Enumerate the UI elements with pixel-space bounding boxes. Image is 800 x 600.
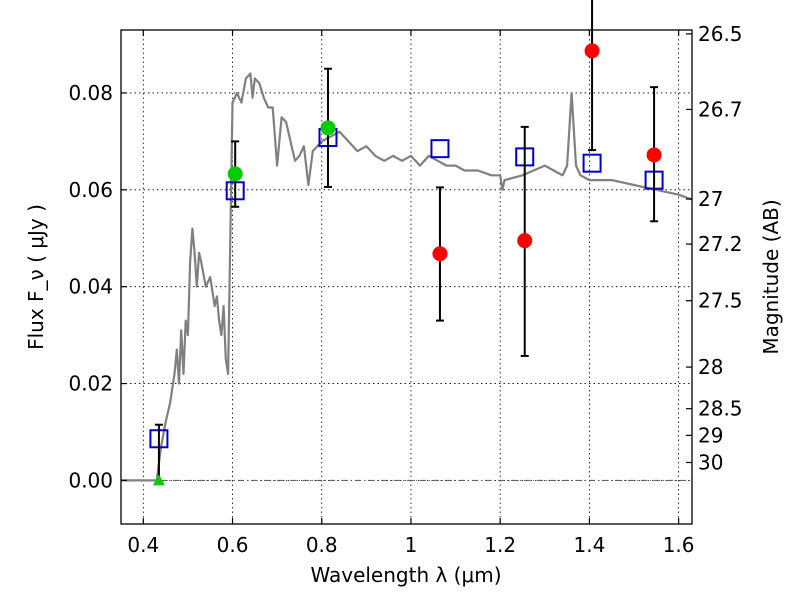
x-axis-label: Wavelength λ (μm): [310, 563, 501, 587]
spectrum-line: [121, 72, 692, 482]
y2-tick-label: 27.2: [698, 232, 743, 256]
y-tick-label: 0.08: [68, 81, 113, 105]
y2-tick-label: 30: [698, 450, 723, 474]
measured-point: [646, 147, 662, 163]
x-tick-label: 0.8: [306, 533, 338, 557]
x-tick-label: 0.6: [217, 533, 249, 557]
y2-tick-label: 29: [698, 423, 723, 447]
x-tick-label: 0.4: [127, 533, 159, 557]
y2-tick-label: 27.5: [698, 289, 743, 313]
measured-point: [227, 166, 243, 182]
y-axis-label: Flux F_ν ( μJy ): [24, 204, 48, 350]
x-tick-label: 1.2: [484, 533, 516, 557]
y2-tick-label: 28: [698, 355, 723, 379]
measured-point: [584, 43, 600, 59]
y2-tick-label: 28.5: [698, 397, 743, 421]
measured-point: [320, 120, 336, 136]
data-markers: [149, 0, 664, 486]
x-tick-label: 1.4: [573, 533, 605, 557]
y-tick-label: 0.02: [68, 372, 113, 396]
upper-limit-triangle: [152, 474, 165, 486]
grid: [121, 30, 692, 524]
plot-frame: [120, 29, 693, 525]
y2-tick-label: 26.7: [698, 97, 743, 121]
model-spectrum: [121, 72, 692, 482]
x-tick-label: 1: [405, 533, 418, 557]
x-tick-label: 1.6: [663, 533, 695, 557]
y-tick-label: 0.06: [68, 178, 113, 202]
model-band-square: [582, 153, 602, 173]
measured-point: [517, 233, 533, 249]
axis-ticks: 0.4 0.6 0.8 1 1.2 1.4 1.6 0.00 0.02 0.04 0.06 0.08 2…: [68, 22, 742, 557]
y-tick-label: 0.00: [68, 468, 113, 492]
y2-tick-label: 26.5: [698, 22, 743, 46]
measured-point: [432, 246, 448, 262]
y-tick-label: 0.04: [68, 275, 113, 299]
y2-tick-label: 27: [698, 187, 723, 211]
y2-axis-label: Magnitude (AB): [759, 199, 783, 354]
model-band-square: [430, 139, 450, 159]
